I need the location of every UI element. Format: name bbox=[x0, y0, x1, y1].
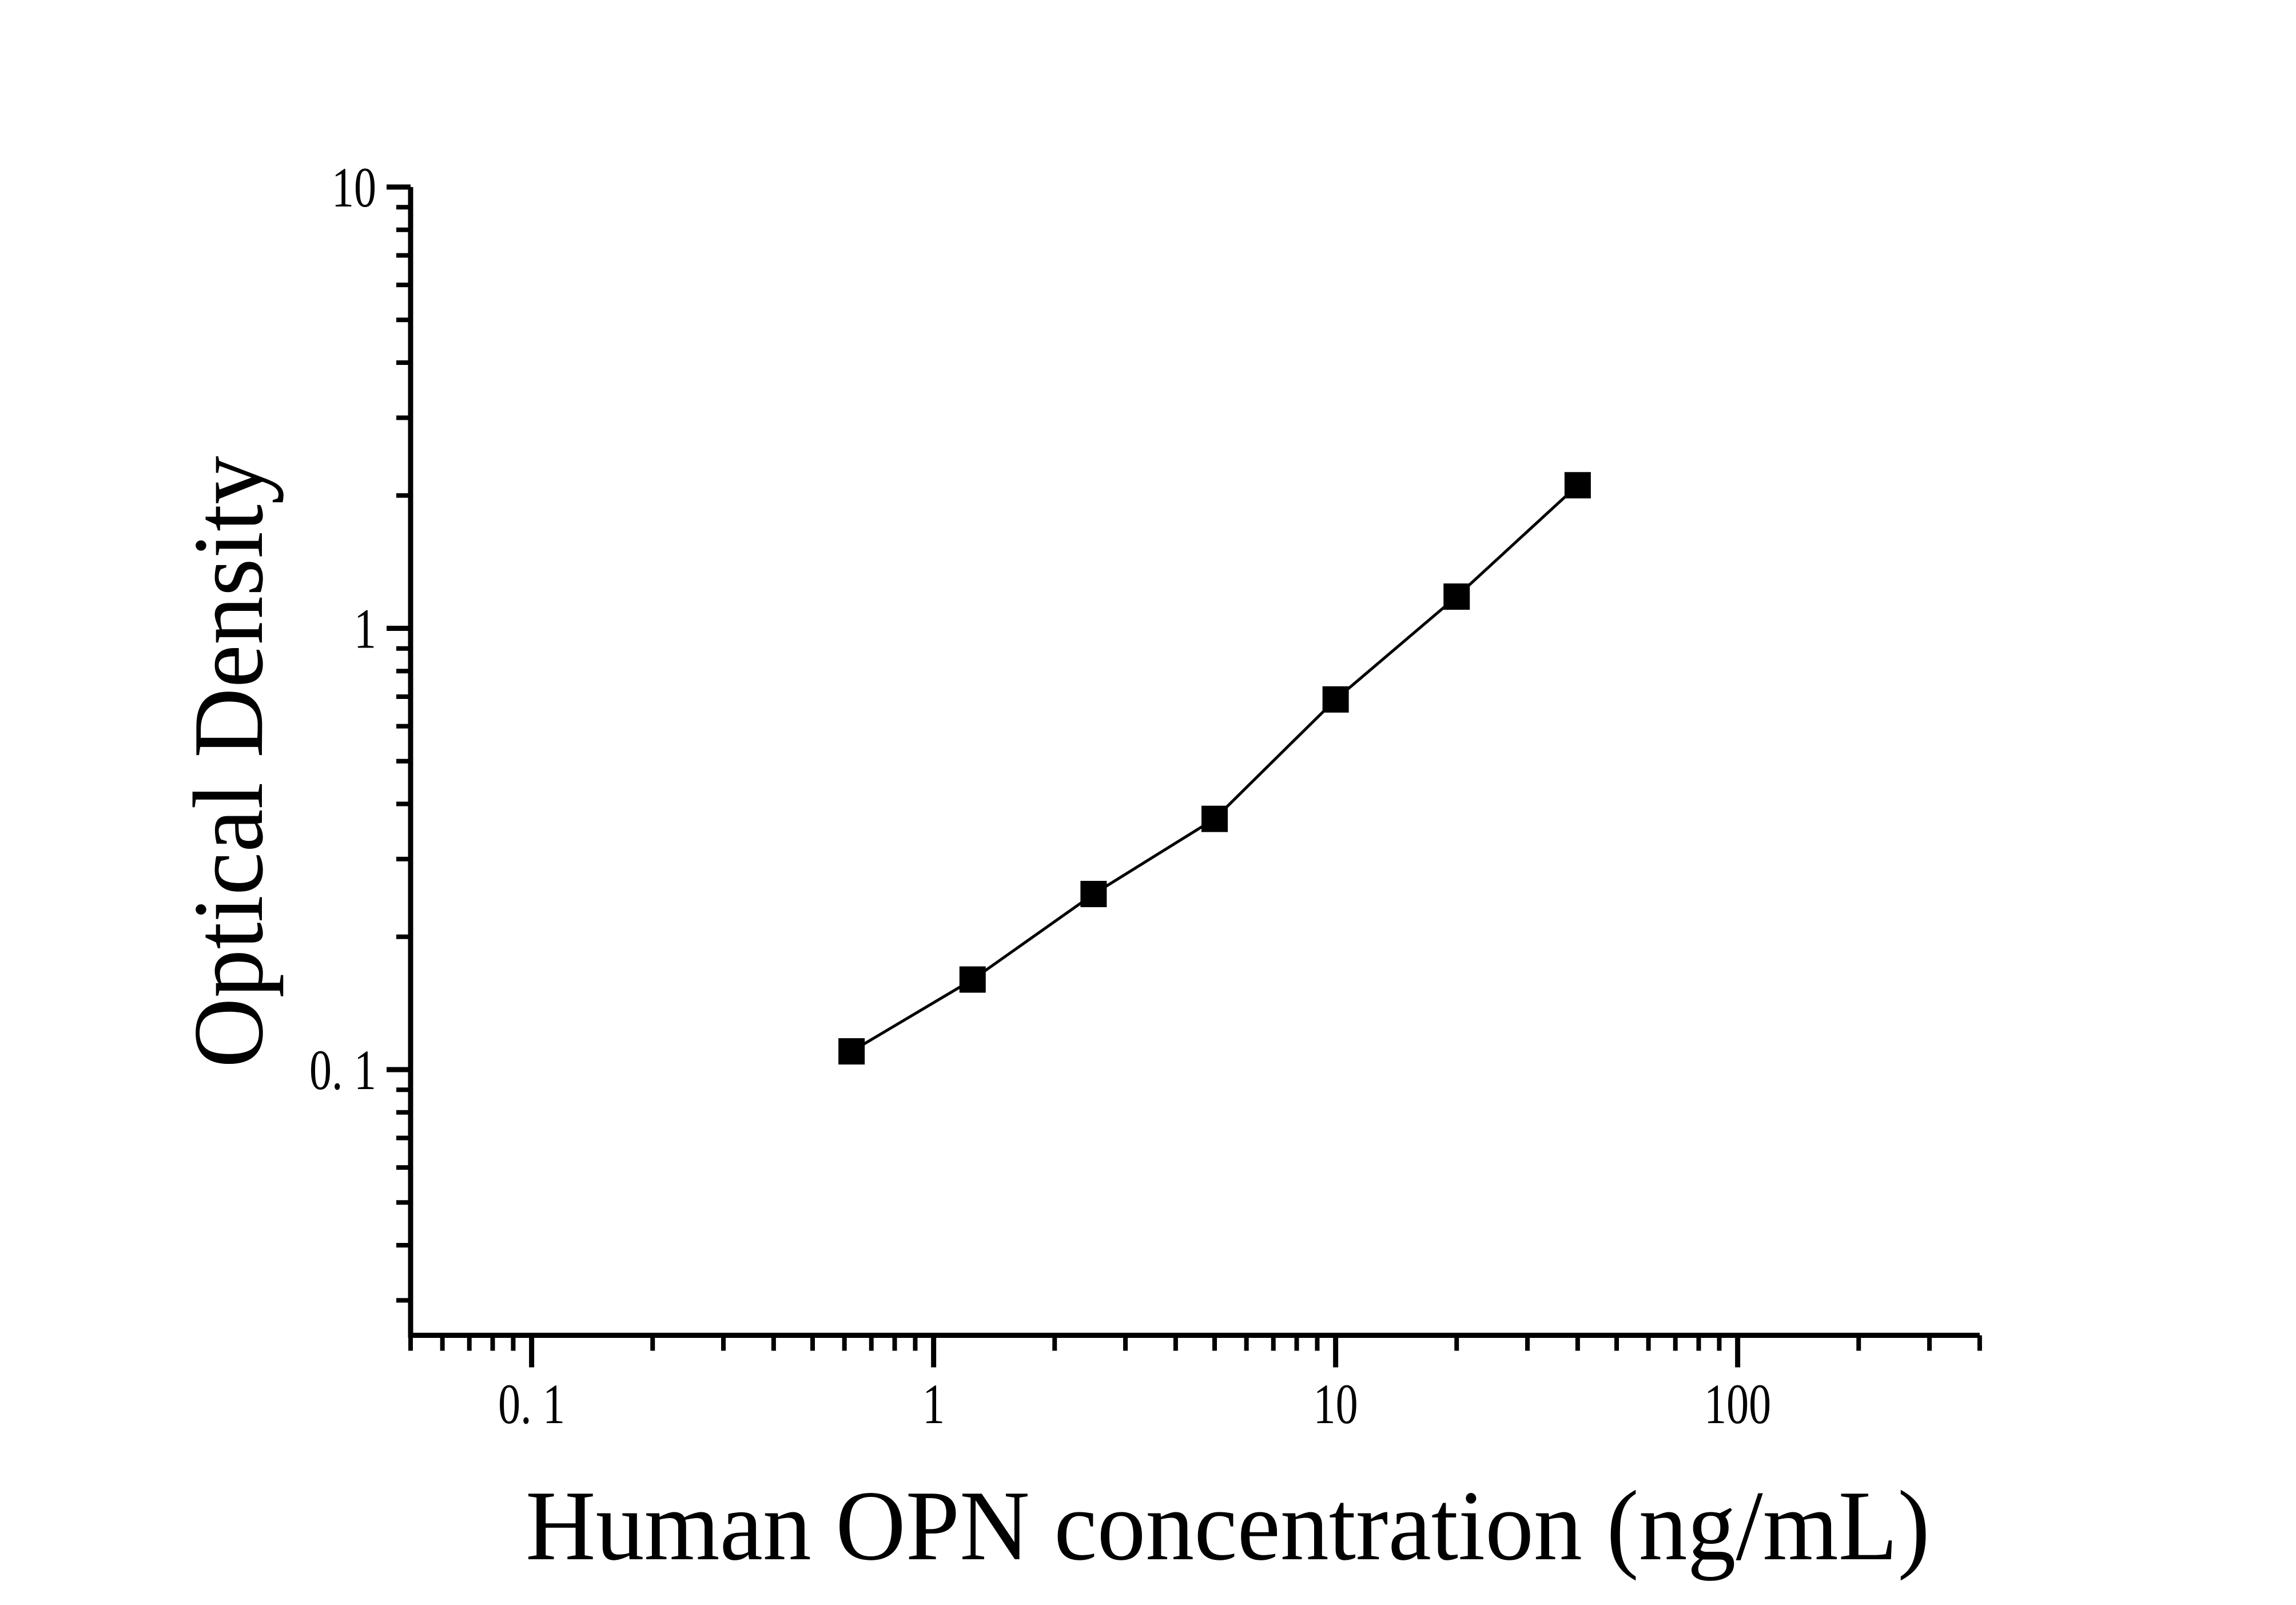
data-point-marker bbox=[1322, 686, 1349, 713]
x-tick-label: 0. 1 bbox=[498, 1373, 565, 1436]
data-point-marker bbox=[1080, 880, 1107, 907]
x-tick-label: 1 bbox=[922, 1373, 945, 1436]
data-point-marker bbox=[959, 966, 986, 993]
x-axis-title: Human OPN concentration (ng/mL) bbox=[526, 1471, 1930, 1582]
y-axis-title: Optical Density bbox=[173, 456, 284, 1068]
y-tick-label: 1 bbox=[354, 597, 376, 660]
x-tick-label: 10 bbox=[1314, 1373, 1358, 1436]
y-tick-label: 10 bbox=[332, 156, 376, 219]
y-tick-label: 0. 1 bbox=[309, 1039, 376, 1102]
data-point-marker bbox=[1201, 805, 1228, 832]
data-point-marker bbox=[838, 1038, 865, 1065]
data-point-marker bbox=[1564, 472, 1591, 499]
data-point-marker bbox=[1443, 583, 1470, 610]
x-tick-label: 100 bbox=[1704, 1373, 1771, 1436]
